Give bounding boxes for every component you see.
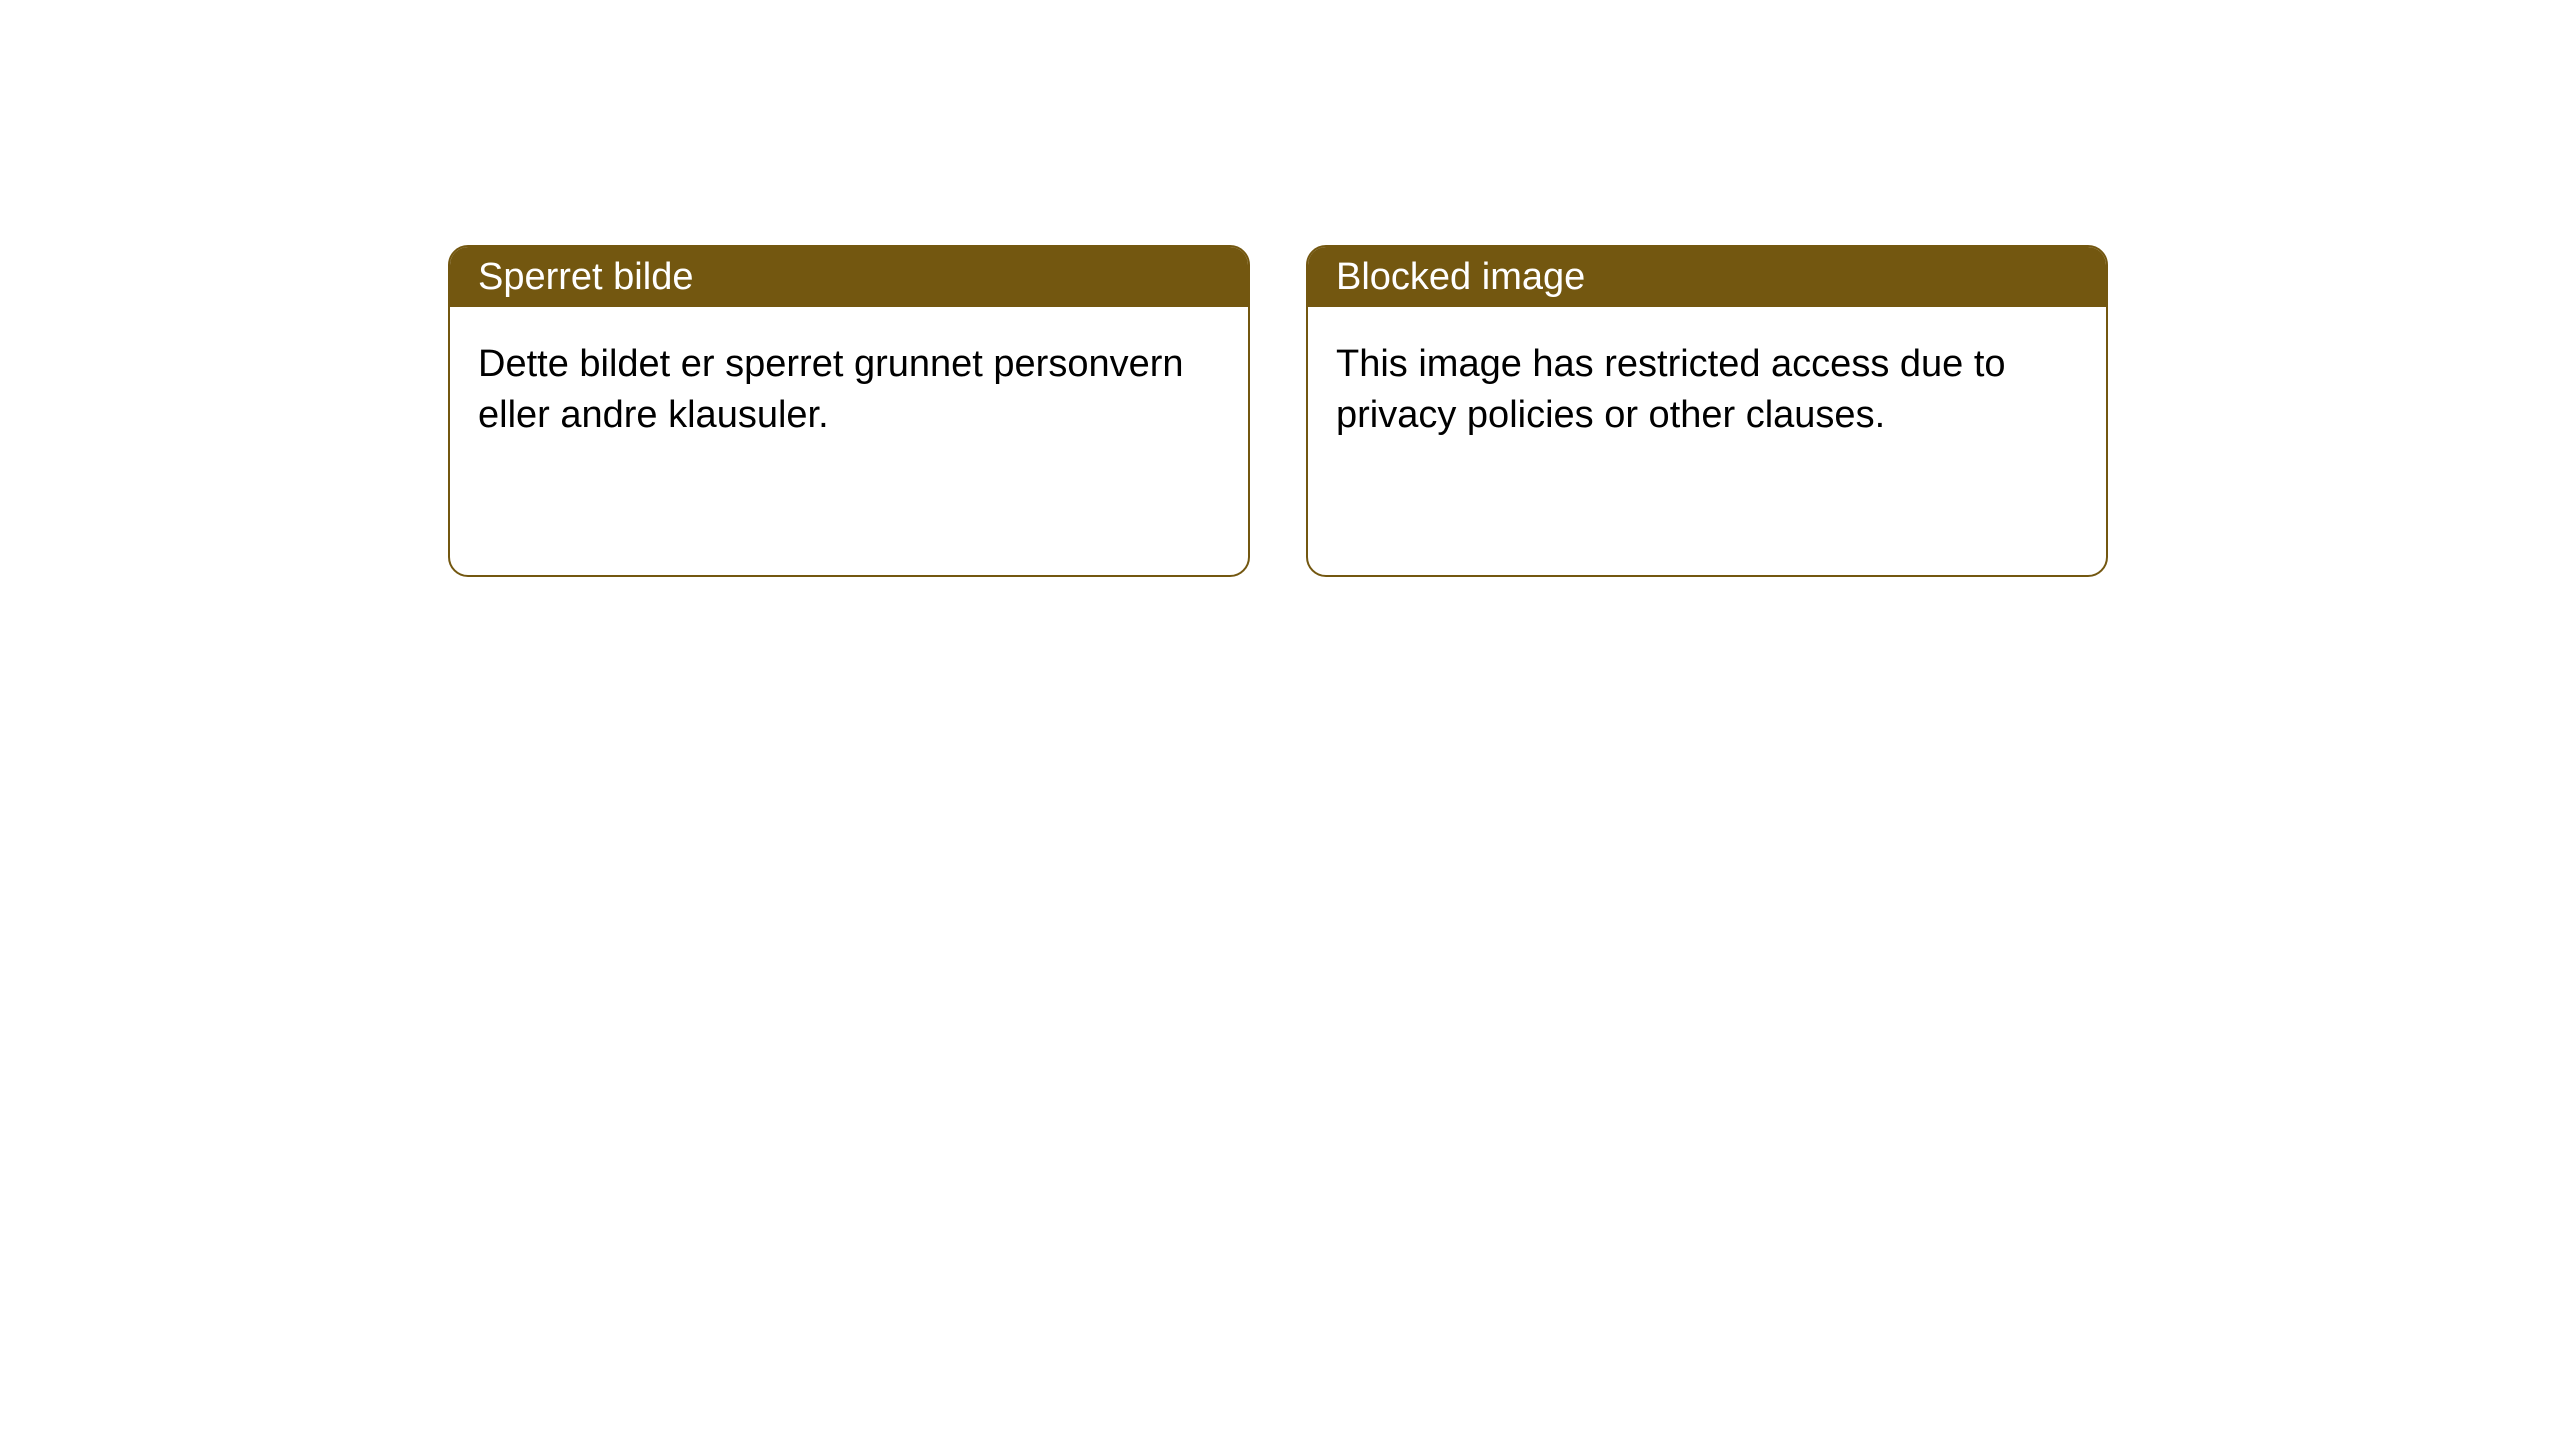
notice-title: Blocked image bbox=[1336, 256, 1585, 299]
notice-title: Sperret bilde bbox=[478, 256, 693, 299]
notice-header: Sperret bilde bbox=[450, 247, 1248, 307]
notice-body: Dette bildet er sperret grunnet personve… bbox=[450, 307, 1248, 474]
notice-body-text: Dette bildet er sperret grunnet personve… bbox=[478, 343, 1184, 436]
notice-body: This image has restricted access due to … bbox=[1308, 307, 2106, 474]
notice-box-norwegian: Sperret bilde Dette bildet er sperret gr… bbox=[448, 245, 1250, 577]
notice-box-english: Blocked image This image has restricted … bbox=[1306, 245, 2108, 577]
notices-container: Sperret bilde Dette bildet er sperret gr… bbox=[448, 245, 2108, 577]
notice-body-text: This image has restricted access due to … bbox=[1336, 343, 2006, 436]
notice-header: Blocked image bbox=[1308, 247, 2106, 307]
